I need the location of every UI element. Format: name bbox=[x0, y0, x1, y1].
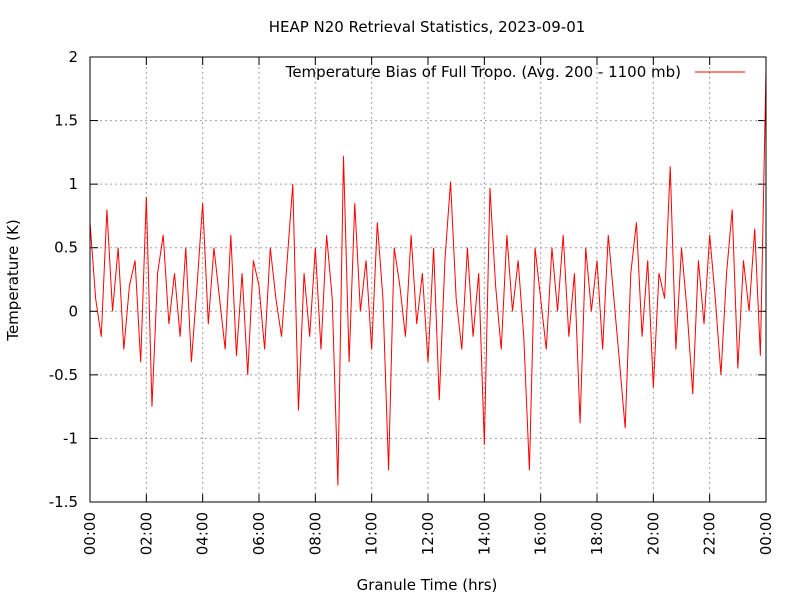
plot-border bbox=[89, 56, 767, 503]
x-tick-label: 00:00 bbox=[81, 512, 99, 555]
x-tick-label: 14:00 bbox=[475, 512, 493, 555]
x-tick-label: 12:00 bbox=[419, 512, 437, 555]
x-tick-label: 08:00 bbox=[306, 512, 324, 555]
x-tick-label: 16:00 bbox=[532, 512, 550, 555]
x-tick-label: 04:00 bbox=[194, 512, 212, 555]
y-tick-label: -1.5 bbox=[49, 493, 78, 511]
y-tick-label: 2 bbox=[68, 48, 78, 66]
y-axis-label: Temperature (K) bbox=[4, 219, 22, 341]
x-tick-label: 02:00 bbox=[137, 512, 155, 555]
x-tick-label: 18:00 bbox=[588, 512, 606, 555]
x-tick-label: 00:00 bbox=[757, 512, 775, 555]
y-tick-label: 0.5 bbox=[54, 239, 78, 257]
y-tick-label: 1 bbox=[68, 175, 78, 193]
y-tick-label: 0 bbox=[68, 302, 78, 320]
legend-label: Temperature Bias of Full Tropo. (Avg. 20… bbox=[285, 63, 681, 81]
y-tick-label: -0.5 bbox=[49, 366, 78, 384]
x-tick-label: 22:00 bbox=[701, 512, 719, 555]
data-line bbox=[89, 69, 767, 486]
y-tick-label: 1.5 bbox=[54, 112, 78, 130]
chart-title: HEAP N20 Retrieval Statistics, 2023-09-0… bbox=[269, 18, 586, 36]
x-tick-label: 06:00 bbox=[250, 512, 268, 555]
x-tick-label: 10:00 bbox=[363, 512, 381, 555]
y-tick-label: -1 bbox=[63, 429, 78, 447]
x-axis-label: Granule Time (hrs) bbox=[357, 576, 498, 594]
x-tick-label: 20:00 bbox=[644, 512, 662, 555]
